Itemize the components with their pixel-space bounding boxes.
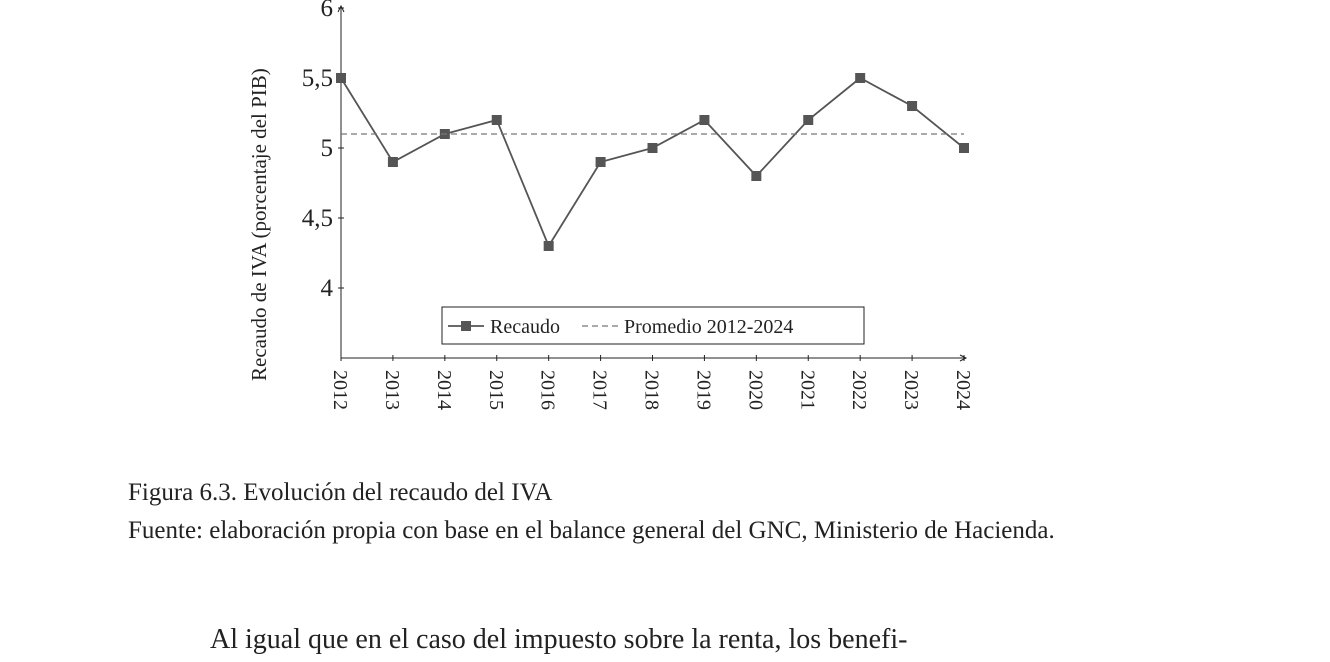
point	[751, 171, 762, 181]
y-axis-label: Recaudo de IVA (porcentaje del PIB)	[247, 68, 271, 381]
legend-box	[441, 306, 865, 345]
legend-marker	[461, 321, 471, 331]
x-tick-label: 2023	[900, 370, 922, 410]
x-tick-label: 2016	[537, 370, 559, 410]
legend-label: Recaudo	[490, 316, 560, 338]
figure-caption: Figura 6.3. Evolución del recaudo del IV…	[128, 479, 553, 506]
point	[387, 157, 398, 167]
x-tick-label: 2012	[329, 370, 351, 410]
x-axis-arrow	[959, 354, 968, 362]
x-tick-label: 2014	[433, 370, 455, 410]
x-tick-label: 2017	[589, 370, 611, 410]
y-tick-label: 5	[321, 135, 334, 162]
point	[595, 157, 606, 167]
point	[959, 143, 969, 153]
figure-source: Fuente: elaboración propia con base en e…	[128, 517, 1055, 544]
y-tick-label: 4	[321, 275, 334, 302]
point	[491, 115, 502, 125]
y-tick-label: 6	[321, 0, 334, 22]
point	[907, 101, 918, 111]
x-tick-label: 2019	[692, 370, 714, 410]
x-tick-label: 2024	[952, 370, 974, 410]
x-tick-label: 2018	[641, 370, 663, 410]
chart: 4 4,5 5 5,5 6 2012 2013 2014 2015 2016 2017 2018 201…	[247, 0, 974, 410]
point	[336, 73, 346, 83]
paragraph: Al igual que en el caso del impuesto sob…	[210, 624, 908, 655]
x-tick-label: 2022	[848, 370, 870, 410]
x-tick-label: 2015	[485, 370, 507, 410]
point	[699, 115, 710, 125]
x-tick-label: 2021	[796, 370, 818, 410]
point	[855, 73, 866, 83]
x-tick-label: 2020	[744, 370, 766, 410]
legend-label: Promedio 2012-2024	[624, 316, 793, 338]
y-tick-label: 5,5	[302, 65, 333, 92]
y-axis-arrow	[337, 4, 345, 13]
point	[803, 115, 814, 125]
x-tick-label: 2013	[381, 370, 403, 410]
point	[647, 143, 658, 153]
series-line	[340, 76, 965, 248]
y-tick-label: 4,5	[302, 205, 333, 232]
point	[543, 241, 554, 251]
